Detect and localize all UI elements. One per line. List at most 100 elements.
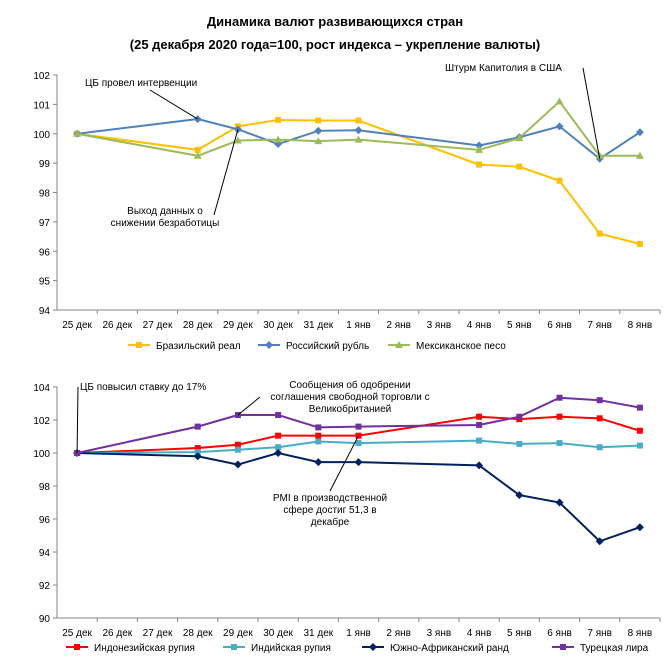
annotation-text: Великобританией (309, 403, 392, 415)
x-tick-label: 8 янв (628, 320, 653, 331)
data-point (354, 126, 363, 135)
legend-label: Российский рубль (286, 340, 369, 352)
x-tick-label: 4 янв (467, 628, 492, 639)
x-tick-label: 25 дек (62, 320, 92, 331)
legend-label: Южно-Африканский ранд (390, 642, 509, 654)
data-point (315, 117, 322, 124)
data-point (595, 151, 604, 159)
data-point (596, 397, 603, 404)
legend-marker (231, 644, 237, 650)
y-tick-label: 104 (33, 383, 50, 394)
data-point (556, 394, 563, 401)
data-point (475, 141, 484, 150)
data-point (315, 424, 322, 431)
y-tick-label: 100 (33, 449, 50, 460)
y-tick-label: 98 (39, 189, 51, 200)
data-point (234, 441, 241, 448)
data-point (275, 432, 282, 439)
annotation-text: декабре (311, 516, 350, 528)
data-point (596, 230, 603, 237)
x-tick-label: 7 янв (587, 320, 612, 331)
data-point (635, 128, 644, 137)
data-point (515, 491, 524, 500)
x-tick-label: 30 дек (263, 628, 293, 639)
legend-marker (74, 644, 80, 650)
legend-marker (369, 643, 377, 651)
annotation-leader (213, 129, 239, 216)
x-tick-label: 30 дек (263, 320, 293, 331)
data-point (516, 413, 523, 420)
y-tick-label: 99 (39, 159, 51, 170)
annotation-text: ЦБ провел интервенции (85, 78, 197, 89)
y-tick-label: 96 (39, 247, 51, 258)
x-tick-label: 29 дек (223, 628, 253, 639)
data-point (314, 126, 323, 135)
y-tick-label: 95 (39, 277, 51, 288)
x-tick-label: 5 янв (507, 628, 532, 639)
data-point (475, 145, 484, 153)
data-point (476, 421, 483, 428)
y-tick-label: 90 (39, 614, 51, 625)
x-tick-label: 31 дек (303, 628, 333, 639)
annotation-leader (76, 386, 79, 454)
data-point (194, 146, 201, 153)
data-point (596, 415, 603, 422)
data-point (234, 446, 241, 453)
y-tick-label: 97 (39, 218, 51, 229)
data-point (556, 177, 563, 184)
x-tick-label: 8 янв (628, 628, 653, 639)
data-point (595, 537, 604, 546)
legend-marker (560, 644, 566, 650)
data-point (515, 134, 524, 142)
y-tick-label: 102 (33, 71, 50, 82)
data-point (274, 135, 283, 143)
chart-title-line2: (25 декабря 2020 года=100, рост индекса … (129, 37, 541, 52)
x-tick-label: 4 янв (467, 320, 492, 331)
x-tick-label: 27 дек (143, 320, 173, 331)
data-point (274, 449, 283, 457)
x-tick-label: 28 дек (183, 628, 213, 639)
legend-label: Индийская рупия (251, 643, 331, 654)
data-point (194, 423, 201, 430)
data-point (355, 117, 362, 124)
data-point (193, 452, 202, 461)
data-point (194, 445, 201, 452)
data-point (475, 461, 484, 470)
x-tick-label: 3 янв (427, 628, 452, 639)
data-point (596, 444, 603, 451)
data-point (476, 413, 483, 420)
x-tick-label: 27 дек (143, 628, 173, 639)
x-tick-label: 31 дек (303, 320, 333, 331)
y-tick-label: 94 (39, 306, 51, 317)
annotation-text: Штурм Капитолия в США (445, 63, 562, 74)
annotation-text: сфере достиг 51,3 в (283, 504, 376, 516)
data-point (355, 423, 362, 430)
y-tick-label: 92 (39, 581, 51, 592)
data-point (476, 437, 483, 444)
data-point (315, 432, 322, 439)
x-tick-label: 5 янв (507, 320, 532, 331)
data-point (636, 442, 643, 449)
legend-label: Индонезийская рупия (94, 643, 195, 654)
x-tick-label: 1 янв (346, 320, 371, 331)
annotation-text: Выход данных о (127, 206, 203, 217)
y-tick-label: 98 (39, 482, 51, 493)
legend-marker (395, 341, 403, 348)
data-point (516, 163, 523, 170)
chart-title-line1: Динамика валют развивающихся стран (206, 14, 464, 29)
annotation-text: снижении безработицы (111, 217, 220, 229)
x-tick-label: 26 дек (102, 628, 132, 639)
data-point (516, 440, 523, 447)
x-tick-label: 6 янв (547, 320, 572, 331)
x-tick-label: 2 янв (386, 628, 411, 639)
data-point (233, 460, 242, 469)
data-point (354, 458, 363, 467)
data-point (635, 523, 644, 532)
data-point (555, 97, 564, 105)
annotation-text: Сообщения об одобрении (289, 379, 410, 391)
y-tick-label: 101 (33, 100, 50, 111)
legend-label: Мексиканское песо (416, 341, 506, 352)
data-point (314, 458, 323, 467)
x-tick-label: 3 янв (427, 320, 452, 331)
